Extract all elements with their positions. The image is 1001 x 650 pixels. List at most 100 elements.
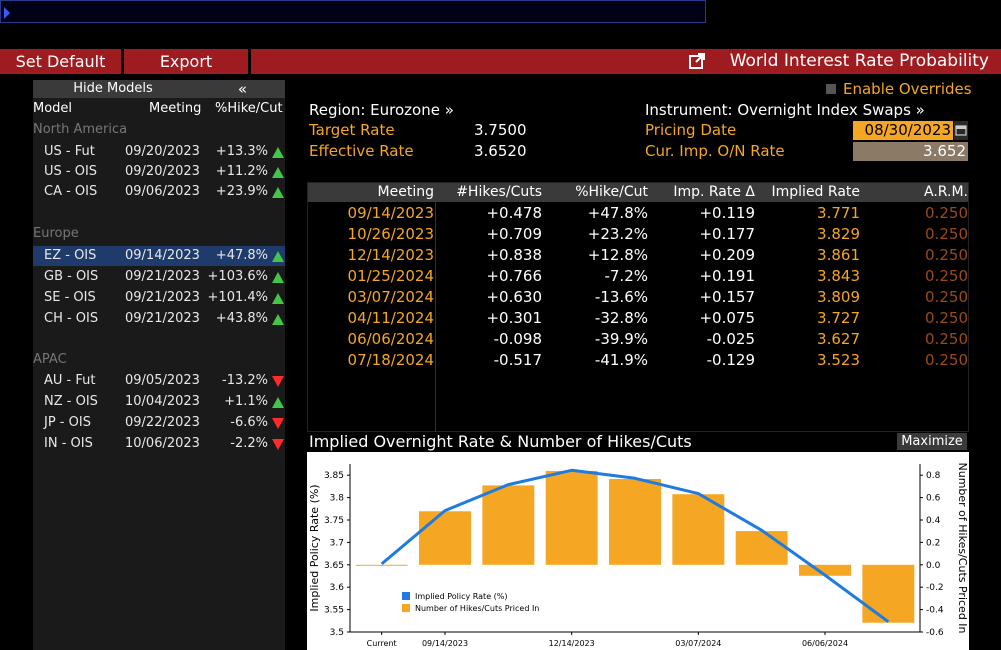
model-name: EZ - OIS [44,248,97,263]
cell-imp-rate-delta: +0.177 [699,225,755,243]
y-tick-label: 3.65 [324,561,344,571]
pricing-date-label: Pricing Date [645,121,737,139]
set-default-button[interactable]: Set Default [0,49,124,74]
cell-meeting: 10/26/2023 [347,225,434,243]
y-tick-label: 3.8 [330,494,345,504]
instrument-selector[interactable]: Instrument: Overnight Index Swaps » [645,101,925,119]
hide-models-bar[interactable]: Hide Models « [33,80,285,98]
model-row-se-ois[interactable]: SE - OIS 09/21/2023 +101.4% [33,288,285,308]
hide-models-button[interactable]: Hide Models [73,81,153,96]
model-row-ch-ois[interactable]: CH - OIS 09/21/2023 +43.8% [33,309,285,329]
model-name: JP - OIS [44,415,91,430]
cell-pct-hike-cut: +23.2% [587,225,648,243]
effective-rate-label: Effective Rate [309,142,414,160]
model-row-us-ois[interactable]: US - OIS 09/20/2023 +11.2% [33,162,285,182]
model-meeting: 09/20/2023 [125,164,200,179]
model-pct: +103.6% [207,269,268,284]
y-right-tick-label: -0.4 [926,606,944,616]
export-button[interactable]: Export [124,49,251,74]
x-tick-label: 12/14/2023 [549,639,595,648]
cell-implied-rate: 3.809 [817,288,860,306]
model-name: IN - OIS [44,436,93,451]
models-panel [33,80,285,650]
y-right-tick-label: 0.6 [926,494,941,504]
region-header: APAC [33,352,67,367]
bar-09/14/2023[interactable] [419,511,471,565]
cell-implied-rate: 3.771 [817,204,860,222]
calendar-icon[interactable] [954,121,968,140]
cell-hikes-cuts: +0.709 [486,225,542,243]
pricing-date-input[interactable]: 08/30/2023 [853,121,953,140]
cell-implied-rate: 3.523 [817,351,860,369]
enable-overrides-label[interactable]: Enable Overrides [843,80,972,98]
cell-pct-hike-cut: -39.9% [594,330,648,348]
cell-hikes-cuts: +0.766 [486,267,542,285]
model-row-nz-ois[interactable]: NZ - OIS 10/04/2023 +1.1% [33,392,285,412]
x-tick-label: Current [367,639,397,648]
cell-pct-hike-cut: -32.8% [594,309,648,327]
bar-12/14/2023[interactable] [545,470,598,565]
external-link-icon[interactable] [689,53,705,69]
arrow-up-icon [272,251,284,262]
cell-arm: 0.250 [925,309,968,327]
command-line[interactable] [0,0,706,23]
model-meeting: 09/21/2023 [125,290,200,305]
col-meeting-header: Meeting [149,101,202,116]
bar-03/07/2024[interactable] [672,494,725,565]
th-hikes-cuts[interactable]: #Hikes/Cuts [456,184,542,200]
target-rate-value: 3.7500 [474,121,527,139]
cell-pct-hike-cut: -7.2% [604,267,648,285]
toolbar: Set Default Export World Interest Rate P… [0,49,1001,74]
bar-Current[interactable] [355,564,408,566]
model-pct: -2.2% [230,436,268,451]
cell-hikes-cuts: +0.630 [486,288,542,306]
column-divider [435,202,436,432]
th-imp-rate-delta[interactable]: Imp. Rate Δ [673,184,755,200]
model-row-au-fut[interactable]: AU - Fut 09/05/2023 -13.2% [33,371,285,391]
y-right-tick-label: 0.0 [926,561,941,571]
th-arm[interactable]: A.R.M. [924,184,968,200]
model-name: CH - OIS [44,311,99,326]
y-right-tick-label: -0.6 [926,628,944,638]
cell-meeting: 07/18/2024 [347,351,434,369]
bar-07/18/2024[interactable] [862,564,915,623]
y-axis-title: Implied Policy Rate (%) [308,484,321,611]
region-selector[interactable]: Region: Eurozone » [309,101,454,119]
model-pct: +47.8% [215,248,268,263]
maximize-button[interactable]: Maximize [897,433,967,450]
bar-01/25/2024[interactable] [609,479,661,565]
model-row-ca-ois[interactable]: CA - OIS 09/06/2023 +23.9% [33,182,285,202]
cell-arm: 0.250 [925,246,968,264]
cell-imp-rate-delta: +0.191 [699,267,755,285]
bar-10/26/2023[interactable] [482,485,535,565]
model-row-ez-ois[interactable]: EZ - OIS 09/14/2023 +47.8% [33,246,285,266]
arrow-up-icon [272,147,284,158]
model-row-us-fut[interactable]: US - Fut 09/20/2023 +13.3% [33,142,285,162]
arrow-up-icon [272,187,284,198]
cell-implied-rate: 3.829 [817,225,860,243]
bar-06/06/2024[interactable] [799,564,851,576]
col-model-header: Model [33,101,73,116]
model-name: US - OIS [44,164,98,179]
y-right-tick-label: 0.2 [926,538,940,548]
collapse-icon[interactable]: « [237,80,247,98]
cell-arm: 0.250 [925,225,968,243]
arrow-up-icon [272,167,284,178]
model-row-jp-ois[interactable]: JP - OIS 09/22/2023 -6.6% [33,413,285,433]
cell-imp-rate-delta: +0.157 [699,288,755,306]
model-pct: +43.8% [215,311,268,326]
bar-04/11/2024[interactable] [735,531,788,565]
cell-meeting: 01/25/2024 [347,267,434,285]
implied-rate-line[interactable] [380,468,890,623]
cell-hikes-cuts: +0.301 [486,309,542,327]
arrow-down-icon [272,439,284,450]
th-meeting[interactable]: Meeting [377,184,434,200]
th-pct-hike-cut[interactable]: %Hike/Cut [575,184,648,200]
model-meeting: 09/20/2023 [125,144,200,159]
arrow-down-icon [272,418,284,429]
th-implied-rate[interactable]: Implied Rate [771,184,860,200]
model-row-gb-ois[interactable]: GB - OIS 09/21/2023 +103.6% [33,267,285,287]
cur-imp-rate-input[interactable]: 3.652 [853,142,968,161]
enable-overrides-checkbox[interactable] [826,84,836,94]
model-row-in-ois[interactable]: IN - OIS 10/06/2023 -2.2% [33,434,285,454]
